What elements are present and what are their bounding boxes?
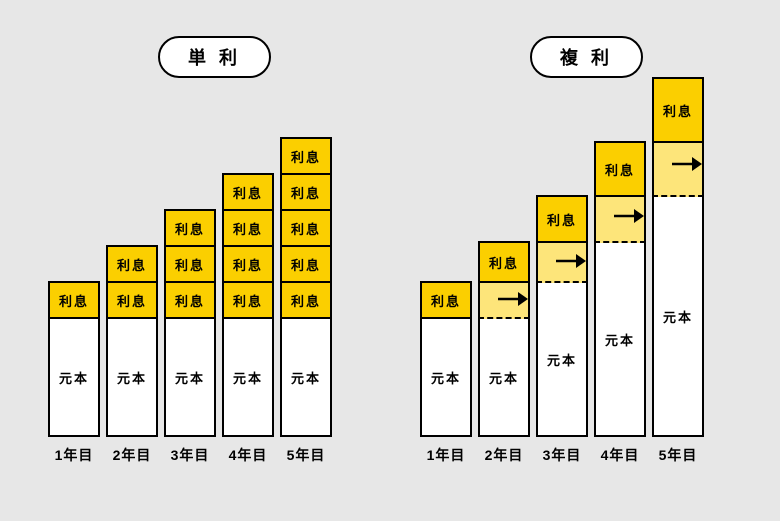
bar: 元本利息利息利息利息利息 <box>280 137 332 437</box>
segment-interest: 利息 <box>106 283 158 319</box>
segment-principal: 元本 <box>652 197 704 437</box>
x-axis-label: 2年目 <box>113 445 152 465</box>
simple-column: 元本利息 1年目 <box>48 281 100 465</box>
segment-interest: 利息 <box>222 247 274 283</box>
title-compound-interest: 複 利 <box>530 36 643 78</box>
compound-column: 元本利息 1年目 <box>420 281 472 465</box>
segment-interest: 利息 <box>478 243 530 283</box>
segment-interest: 利息 <box>280 139 332 175</box>
x-axis-label: 1年目 <box>427 445 466 465</box>
bar: 元本利息 <box>420 281 472 437</box>
bar: 元本利息 <box>478 241 530 437</box>
simple-column: 元本利息利息利息3年目 <box>164 209 216 465</box>
segment-interest-carry <box>652 143 704 197</box>
segment-principal: 元本 <box>48 319 100 437</box>
segment-principal: 元本 <box>536 283 588 437</box>
title-simple-interest: 単 利 <box>158 36 271 78</box>
x-axis-label: 3年目 <box>171 445 210 465</box>
bar: 元本利息利息利息利息 <box>222 173 274 437</box>
bar: 元本利息利息利息 <box>164 209 216 437</box>
simple-column: 元本利息利息利息利息利息5年目 <box>280 137 332 465</box>
segment-principal: 元本 <box>164 319 216 437</box>
segment-principal: 元本 <box>280 319 332 437</box>
segment-principal: 元本 <box>222 319 274 437</box>
segment-interest: 利息 <box>594 143 646 197</box>
segment-interest: 利息 <box>222 175 274 211</box>
chart-compound: 元本利息1年目元本利息2年目元本利息3年目元本利息4年目元本利息5年目 <box>420 77 704 465</box>
segment-interest: 利息 <box>280 211 332 247</box>
compound-column: 元本 利息 5年目 <box>652 77 704 465</box>
segment-interest: 利息 <box>280 175 332 211</box>
segment-interest: 利息 <box>164 211 216 247</box>
segment-interest: 利息 <box>164 247 216 283</box>
bar: 元本利息 <box>652 77 704 437</box>
segment-interest: 利息 <box>222 211 274 247</box>
bar: 元本利息 <box>48 281 100 437</box>
segment-interest: 利息 <box>420 283 472 319</box>
segment-interest: 利息 <box>280 247 332 283</box>
x-axis-label: 5年目 <box>659 445 698 465</box>
bar: 元本利息 <box>594 141 646 437</box>
x-axis-label: 5年目 <box>287 445 326 465</box>
segment-principal: 元本 <box>420 319 472 437</box>
segment-principal: 元本 <box>594 243 646 437</box>
compound-column: 元本 利息 2年目 <box>478 241 530 465</box>
segment-principal: 元本 <box>106 319 158 437</box>
segment-interest: 利息 <box>164 283 216 319</box>
segment-interest-carry <box>478 283 530 319</box>
bar: 元本利息 <box>536 195 588 437</box>
segment-interest: 利息 <box>48 283 100 319</box>
segment-interest: 利息 <box>280 283 332 319</box>
x-axis-label: 3年目 <box>543 445 582 465</box>
stage: 単 利 複 利 元本利息1年目元本利息利息2年目元本利息利息利息3年目元本利息利… <box>0 0 780 521</box>
segment-interest: 利息 <box>106 247 158 283</box>
segment-interest: 利息 <box>536 197 588 243</box>
x-axis-label: 4年目 <box>601 445 640 465</box>
segment-interest-carry <box>594 197 646 243</box>
bar: 元本利息利息 <box>106 245 158 437</box>
segment-interest: 利息 <box>222 283 274 319</box>
compound-column: 元本 利息 4年目 <box>594 141 646 465</box>
chart-simple: 元本利息1年目元本利息利息2年目元本利息利息利息3年目元本利息利息利息利息4年目… <box>48 137 332 465</box>
segment-interest: 利息 <box>652 79 704 143</box>
simple-column: 元本利息利息利息利息4年目 <box>222 173 274 465</box>
compound-column: 元本 利息 3年目 <box>536 195 588 465</box>
segment-principal: 元本 <box>478 319 530 437</box>
x-axis-label: 4年目 <box>229 445 268 465</box>
segment-interest-carry <box>536 243 588 283</box>
simple-column: 元本利息利息2年目 <box>106 245 158 465</box>
x-axis-label: 2年目 <box>485 445 524 465</box>
x-axis-label: 1年目 <box>55 445 94 465</box>
